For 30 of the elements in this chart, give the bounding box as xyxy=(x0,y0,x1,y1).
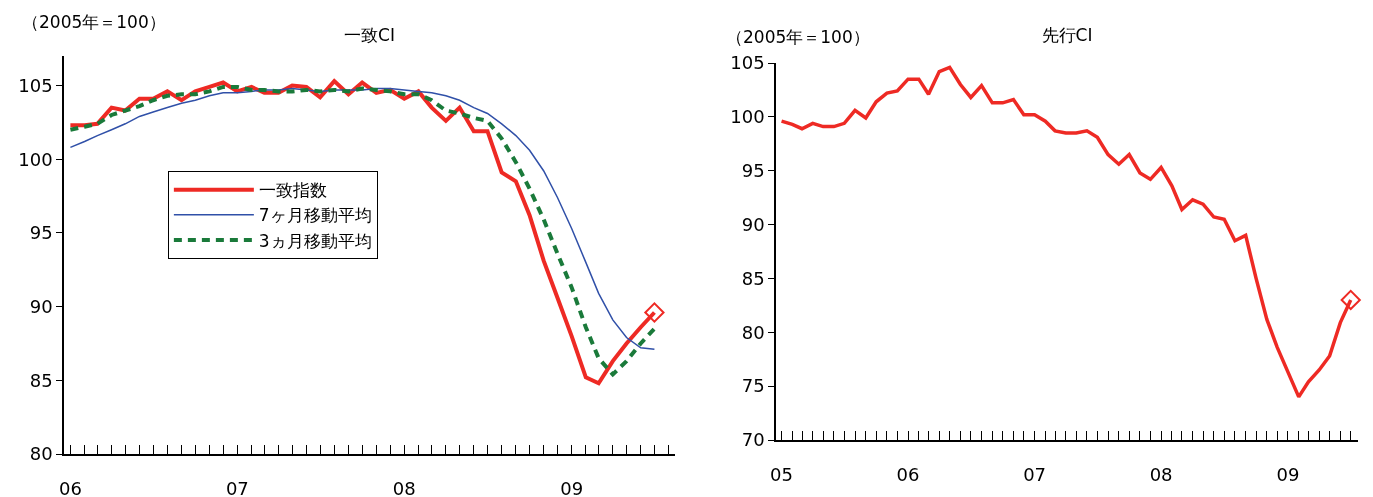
chart-title: 一致CI xyxy=(344,24,395,45)
x-tick-label: 05 xyxy=(770,464,793,486)
x-tick-label: 07 xyxy=(1023,464,1047,486)
y-axis-title: （2005年＝100） xyxy=(22,12,166,32)
y-tick-label: 75 xyxy=(741,375,765,397)
y-tick-label: 100 xyxy=(18,148,53,170)
y-tick-label: 105 xyxy=(730,52,765,74)
y-tick-label: 70 xyxy=(741,429,765,451)
y-tick-label: 95 xyxy=(29,222,53,244)
x-tick-label: 07 xyxy=(225,478,249,497)
y-tick-label: 90 xyxy=(741,213,765,235)
x-tick-label: 08 xyxy=(392,478,416,497)
chart-title: 先行CI xyxy=(1041,24,1093,45)
x-tick-label: 06 xyxy=(58,478,82,497)
y-tick-label: 80 xyxy=(29,443,53,465)
y-tick-label: 85 xyxy=(741,267,765,289)
x-tick-label: 09 xyxy=(560,478,584,497)
legend-label: 7ヶ月移動平均 xyxy=(258,205,372,226)
y-tick-label: 105 xyxy=(18,74,53,96)
y-axis-title: （2005年＝100） xyxy=(726,27,870,47)
legend-label: 3ヵ月移動平均 xyxy=(258,230,372,251)
x-tick-label: 06 xyxy=(896,464,920,486)
x-tick-label: 09 xyxy=(1276,464,1300,486)
y-tick-label: 90 xyxy=(29,295,53,317)
x-tick-label: 08 xyxy=(1149,464,1173,486)
y-tick-label: 95 xyxy=(741,160,765,182)
y-tick-label: 85 xyxy=(29,369,53,391)
y-tick-label: 100 xyxy=(730,106,765,128)
legend-label: 一致指数 xyxy=(258,180,327,201)
y-tick-label: 80 xyxy=(741,321,765,343)
